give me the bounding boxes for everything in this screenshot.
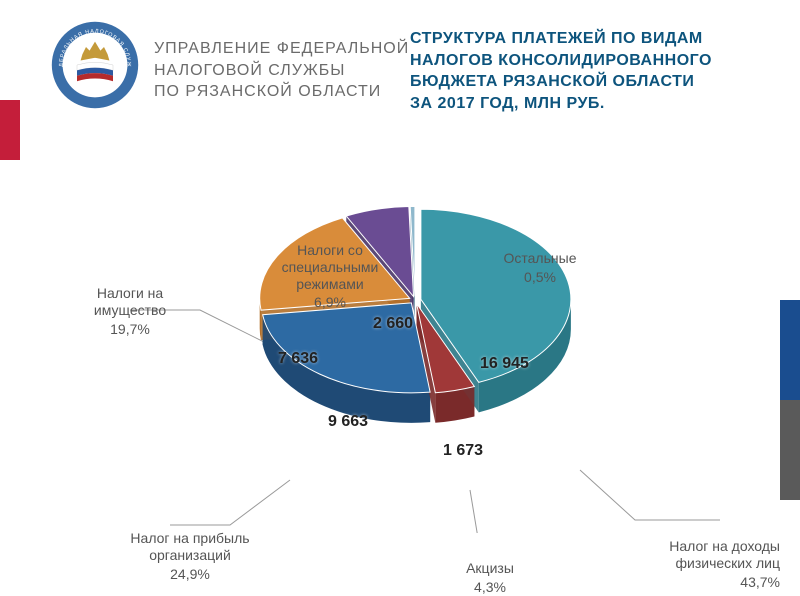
value-ndfl: 16 945: [480, 355, 529, 373]
label-pct-other: 0,5%: [480, 269, 600, 286]
org-title-line3: ПО РЯЗАНСКОЙ ОБЛАСТИ: [154, 81, 409, 103]
label-name-excise: Акцизы: [430, 560, 550, 577]
label-pct-profit: 24,9%: [100, 566, 280, 583]
pie-chart: [240, 170, 590, 470]
label-pct-property: 19,7%: [60, 321, 200, 338]
label-name-property: Налоги наимущество: [60, 285, 200, 319]
label-pct-ndfl: 43,7%: [620, 574, 780, 591]
label-name-ndfl: Налог на доходыфизических лиц: [620, 538, 780, 572]
chart-title: СТРУКТУРА ПЛАТЕЖЕЙ ПО ВИДАМ НАЛОГОВ КОНС…: [410, 28, 790, 114]
header: ФЕДЕРАЛЬНАЯ НАЛОГОВАЯ СЛУЖБА УПРАВЛЕНИЕ …: [50, 20, 409, 110]
value-excise: 1 673: [443, 442, 483, 460]
label-property: Налоги наимущество 19,7%: [60, 285, 200, 337]
label-name-profit: Налог на прибыльорганизаций: [100, 530, 280, 564]
label-other: Остальные 0,5%: [480, 250, 600, 286]
label-ndfl: Налог на доходыфизических лиц 43,7%: [620, 538, 780, 590]
leader-excise: [470, 490, 480, 533]
org-title-line2: НАЛОГОВОЙ СЛУЖБЫ: [154, 60, 409, 82]
org-title: УПРАВЛЕНИЕ ФЕДЕРАЛЬНОЙ НАЛОГОВОЙ СЛУЖБЫ …: [154, 20, 409, 103]
value-property: 7 636: [278, 350, 318, 368]
label-excise: Акцизы 4,3%: [430, 560, 550, 596]
label-name-special: Налоги соспециальнымирежимами: [250, 242, 410, 292]
label-pct-special: 6,9%: [250, 294, 410, 311]
leader-ndfl: [580, 470, 720, 520]
label-special: Налоги соспециальнымирежимами 6,9%: [250, 242, 410, 311]
org-title-line1: УПРАВЛЕНИЕ ФЕДЕРАЛЬНОЙ: [154, 38, 409, 60]
label-profit: Налог на прибыльорганизаций 24,9%: [100, 530, 280, 582]
leader-profit: [170, 480, 290, 525]
value-special: 2 660: [373, 315, 413, 333]
label-name-other: Остальные: [480, 250, 600, 267]
value-profit: 9 663: [328, 413, 368, 431]
flag-ribbons-icon: [77, 62, 113, 81]
label-pct-excise: 4,3%: [430, 579, 550, 596]
chart-area: Налог на доходыфизических лиц43,7%16 945…: [0, 120, 800, 533]
pie-svg: [240, 170, 590, 470]
fns-logo: ФЕДЕРАЛЬНАЯ НАЛОГОВАЯ СЛУЖБА: [50, 20, 140, 110]
